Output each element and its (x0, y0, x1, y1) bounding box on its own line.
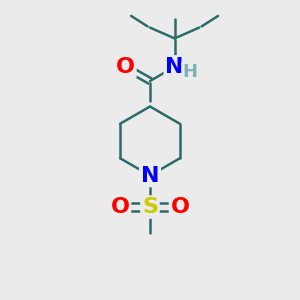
Text: N: N (165, 57, 184, 77)
Text: H: H (183, 63, 198, 81)
Text: O: O (116, 57, 135, 77)
Text: O: O (110, 197, 130, 217)
Text: S: S (142, 197, 158, 217)
Text: O: O (170, 197, 190, 217)
Text: N: N (141, 166, 159, 185)
